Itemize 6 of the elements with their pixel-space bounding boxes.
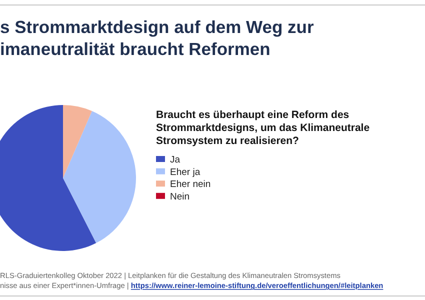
legend-label: Nein [170,191,190,202]
legend-label: Eher ja [170,166,201,178]
legend-title: Braucht es überhaupt eine Reform des Strommarktdesigns, um das Klimaneutrale Stromsystem zu realisieren? [156,109,370,147]
chart-title: s Strommarktdesign auf dem Weg zur imaneutralität braucht Reformen [0,17,314,59]
legend-label: Ja [170,154,181,166]
legend-label: Eher nein [170,179,211,190]
